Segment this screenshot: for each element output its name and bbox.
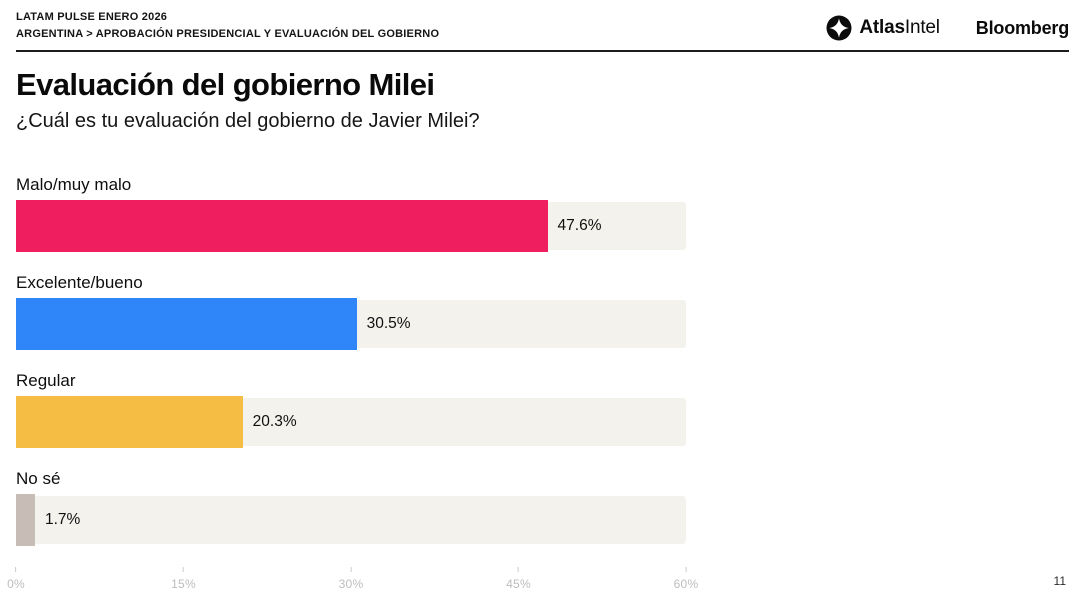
- x-axis-tick: 45%: [506, 567, 531, 593]
- bar-fill: [16, 396, 243, 449]
- tick-label: 0%: [7, 577, 25, 592]
- header-meta: LATAM PULSE ENERO 2026 ARGENTINA > APROB…: [16, 9, 439, 43]
- atlasintel-icon: [826, 15, 852, 41]
- bar-value-label: 30.5%: [366, 315, 411, 333]
- tick-label: 45%: [506, 577, 531, 592]
- bar-value-label: 1.7%: [44, 511, 81, 529]
- x-axis-tick: 0%: [7, 567, 25, 593]
- tick-mark: [518, 567, 519, 573]
- bar-category-label: Excelente/bueno: [16, 273, 143, 293]
- bar-category-label: Regular: [16, 371, 76, 391]
- bar-chart: Malo/muy malo 47.6% Excelente/bueno 30.5…: [16, 175, 686, 547]
- bar-row: 30.5%: [16, 298, 686, 351]
- breadcrumb: ARGENTINA > APROBACIÓN PRESIDENCIAL Y EV…: [16, 28, 440, 41]
- x-axis: 0% 15% 30% 45% 60%: [7, 567, 698, 596]
- bar-fill: [16, 298, 357, 351]
- tick-mark: [15, 567, 17, 573]
- bar-value-label: 47.6%: [557, 217, 602, 235]
- header: LATAM PULSE ENERO 2026 ARGENTINA > APROB…: [0, 0, 1083, 43]
- bar-group: No sé 1.7%: [16, 469, 686, 547]
- bar-value-label: 20.3%: [252, 413, 297, 431]
- bloomberg-logo: Bloomberg: [975, 17, 1069, 38]
- atlasintel-wordmark: AtlasIntel: [859, 17, 940, 38]
- page-number: 11: [1053, 574, 1066, 588]
- x-axis-tick: 30%: [339, 567, 364, 593]
- bar-fill: [16, 494, 35, 547]
- report-name: LATAM PULSE ENERO 2026: [16, 11, 168, 23]
- page-subtitle: ¿Cuál es tu evaluación del gobierno de J…: [16, 110, 480, 133]
- bar-category-label: No sé: [16, 469, 61, 489]
- tick-label: 15%: [171, 577, 196, 592]
- tick-mark: [350, 567, 352, 573]
- atlasintel-logo: AtlasIntel: [826, 15, 940, 41]
- header-divider: [16, 50, 1069, 53]
- page-title: Evaluación del gobierno Milei: [16, 67, 435, 103]
- bar-fill: [16, 200, 548, 253]
- x-axis-tick: 60%: [674, 567, 699, 593]
- bar-group: Excelente/bueno 30.5%: [16, 273, 686, 351]
- bar-row: 47.6%: [16, 200, 686, 253]
- bar-group: Regular 20.3%: [16, 371, 686, 449]
- bar-group: Malo/muy malo 47.6%: [16, 175, 686, 253]
- bar-category-label: Malo/muy malo: [16, 175, 132, 195]
- tick-label: 30%: [338, 577, 364, 592]
- tick-label: 60%: [673, 577, 699, 592]
- tick-mark: [685, 567, 687, 573]
- tick-mark: [183, 567, 184, 573]
- bar-row: 20.3%: [16, 396, 686, 449]
- bar-track: [16, 496, 686, 545]
- bar-row: 1.7%: [16, 494, 686, 547]
- header-logos: AtlasIntel Bloomberg: [826, 9, 1069, 41]
- x-axis-tick: 15%: [171, 567, 196, 593]
